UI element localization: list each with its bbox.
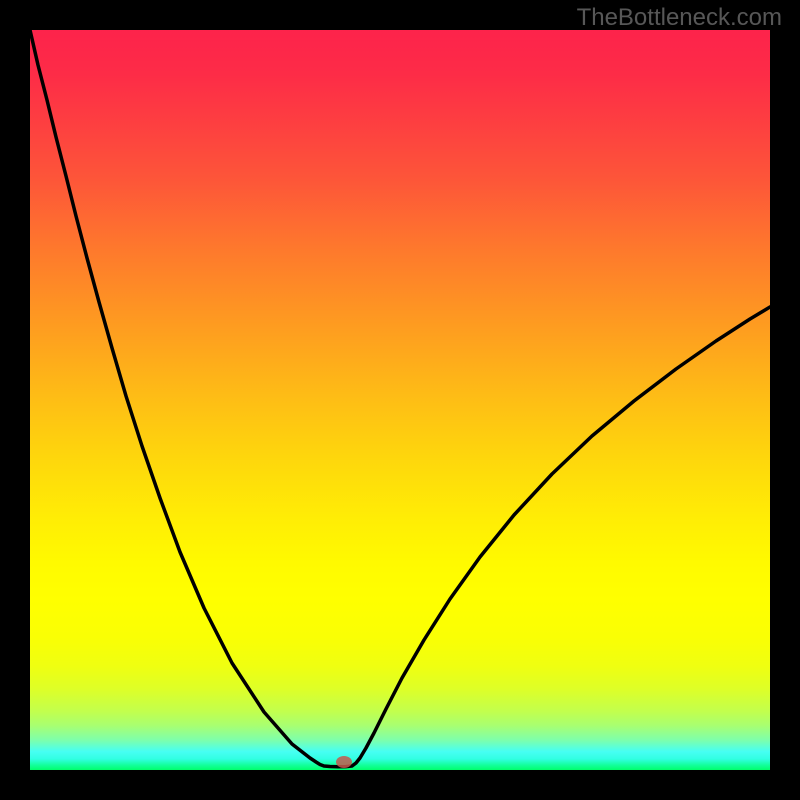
plot-svg bbox=[30, 30, 770, 770]
gradient-background bbox=[30, 30, 770, 770]
minimum-marker-dot bbox=[336, 756, 352, 768]
plot-area bbox=[30, 30, 770, 770]
root-container: TheBottleneck.com bbox=[0, 0, 800, 800]
watermark-text: TheBottleneck.com bbox=[577, 4, 782, 32]
